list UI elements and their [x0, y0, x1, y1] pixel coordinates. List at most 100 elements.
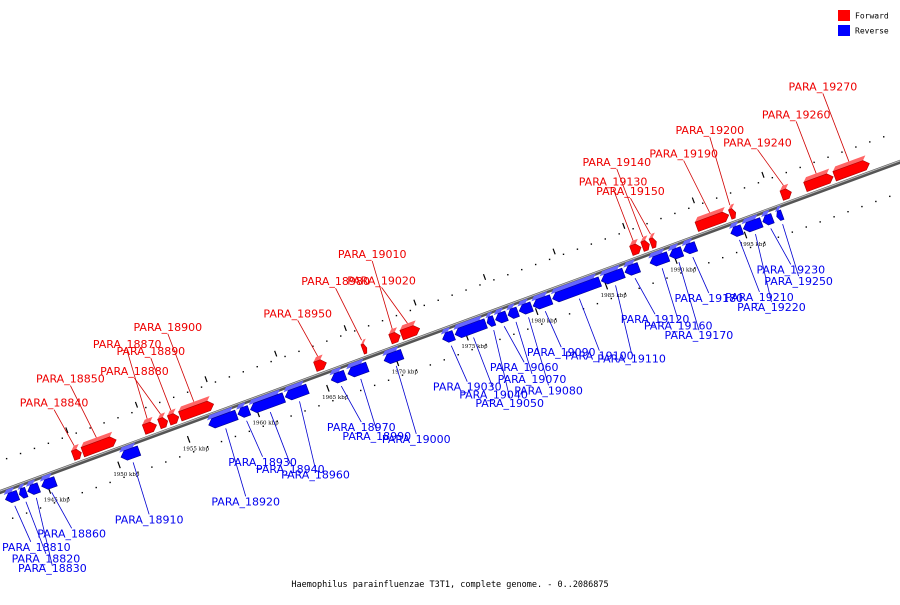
- minor-tick-mark: [761, 171, 765, 178]
- reverse-gene: [681, 238, 699, 255]
- reverse-gene-top: [623, 259, 635, 268]
- forward-gene-top: [640, 235, 648, 243]
- label-leader: [335, 288, 362, 341]
- gene-label: PARA_18860: [37, 527, 106, 540]
- position-dot: [674, 212, 676, 215]
- forward-gene-body: [70, 448, 82, 461]
- position-dot: [722, 256, 724, 259]
- reverse-gene-top: [236, 402, 246, 410]
- reverse-gene-top: [440, 326, 450, 335]
- position-dot: [61, 437, 64, 439]
- forward-gene-top: [313, 354, 323, 363]
- reverse-gene-body: [41, 476, 58, 490]
- gene-label: PARA_19180: [674, 292, 743, 305]
- position-dot: [75, 432, 77, 434]
- position-dot: [596, 302, 599, 305]
- position-dot: [590, 243, 593, 245]
- position-dot: [172, 396, 175, 399]
- forward-gene: [70, 444, 82, 461]
- position-dot: [387, 379, 390, 381]
- label-leader: [297, 320, 319, 357]
- position-dot: [883, 136, 885, 138]
- position-dot: [763, 241, 766, 244]
- position-dot: [465, 289, 467, 291]
- forward-gene-top: [178, 395, 210, 412]
- position-dot: [694, 267, 696, 269]
- minor-tick-mark: [413, 299, 417, 306]
- position-dot: [437, 299, 439, 301]
- position-dot: [702, 202, 704, 204]
- position-dot: [318, 405, 320, 407]
- label-leader: [70, 385, 97, 438]
- tick-mark: [534, 308, 539, 316]
- legend-forward-swatch: [838, 10, 850, 21]
- minor-tick-mark: [482, 273, 487, 281]
- reverse-gene: [329, 366, 348, 384]
- reverse-gene: [741, 214, 764, 233]
- position-dot: [805, 226, 807, 228]
- position-dot: [799, 166, 801, 169]
- tick-label: 1985 kbp: [601, 293, 628, 299]
- forward-gene-top: [649, 232, 655, 239]
- label-leader: [53, 409, 75, 446]
- gene-label: PARA_18980: [301, 275, 370, 288]
- label-leader: [692, 256, 710, 294]
- forward-gene: [728, 203, 737, 220]
- position-dot: [499, 338, 501, 341]
- reverse-gene-top: [667, 243, 679, 252]
- tick-label: 1955 kbp: [183, 446, 210, 452]
- gene-label: PARA_19140: [582, 156, 651, 169]
- gene-label: PARA_19260: [762, 108, 831, 121]
- reverse-gene: [729, 221, 745, 237]
- position-dot: [638, 287, 640, 290]
- position-dot: [5, 457, 8, 460]
- reverse-gene-body: [5, 489, 21, 503]
- position-dot: [869, 141, 871, 143]
- reverse-gene-top: [283, 380, 304, 393]
- position-dot: [791, 231, 794, 233]
- forward-gene-body: [399, 325, 421, 341]
- position-dot: [290, 415, 292, 417]
- position-dot: [554, 318, 557, 320]
- position-dot: [312, 345, 314, 347]
- reverse-gene: [346, 358, 370, 378]
- gene-label: PARA_18930: [228, 456, 297, 469]
- gene-label: PARA_18950: [263, 307, 332, 320]
- position-dot: [624, 292, 626, 295]
- reverse-gene-body: [347, 361, 370, 378]
- gene-label: PARA_19100: [565, 350, 634, 363]
- label-leader: [246, 420, 263, 457]
- position-dot: [485, 343, 487, 346]
- label-leader: [340, 385, 362, 423]
- gene-label: PARA_19120: [621, 313, 690, 326]
- reverse-gene-top: [729, 221, 739, 229]
- gene-label: PARA_18880: [100, 365, 169, 378]
- gene-label: PARA_18900: [133, 321, 202, 334]
- position-dot: [109, 481, 111, 484]
- reverse-gene: [25, 479, 41, 495]
- gene-label: PARA_18810: [2, 541, 71, 554]
- reverse-gene-body: [486, 315, 497, 327]
- reverse-gene-top: [741, 214, 758, 225]
- forward-gene: [157, 412, 169, 430]
- label-leader: [381, 287, 408, 324]
- backbone-line: [0, 159, 900, 495]
- forward-gene-top: [779, 183, 789, 191]
- position-dot: [541, 323, 543, 325]
- label-leader: [683, 160, 711, 213]
- position-dot: [409, 309, 412, 312]
- gene-label: PARA_19160: [644, 319, 713, 332]
- forward-gene: [313, 354, 327, 372]
- position-dot: [373, 384, 376, 387]
- position-dot: [381, 320, 384, 322]
- position-dot: [332, 400, 334, 402]
- forward-gene-body: [640, 240, 650, 252]
- forward-gene-body: [803, 173, 834, 193]
- reverse-gene: [623, 259, 642, 276]
- forward-gene: [166, 408, 180, 426]
- forward-gene-body: [728, 208, 737, 220]
- gene-label: PARA_19050: [475, 397, 544, 410]
- forward-gene-labels: PARA_18840 PARA_18850 PARA_18870 PARA_18880…: [20, 80, 857, 409]
- reverse-gene-top: [681, 238, 692, 247]
- reverse-gene: [761, 209, 775, 226]
